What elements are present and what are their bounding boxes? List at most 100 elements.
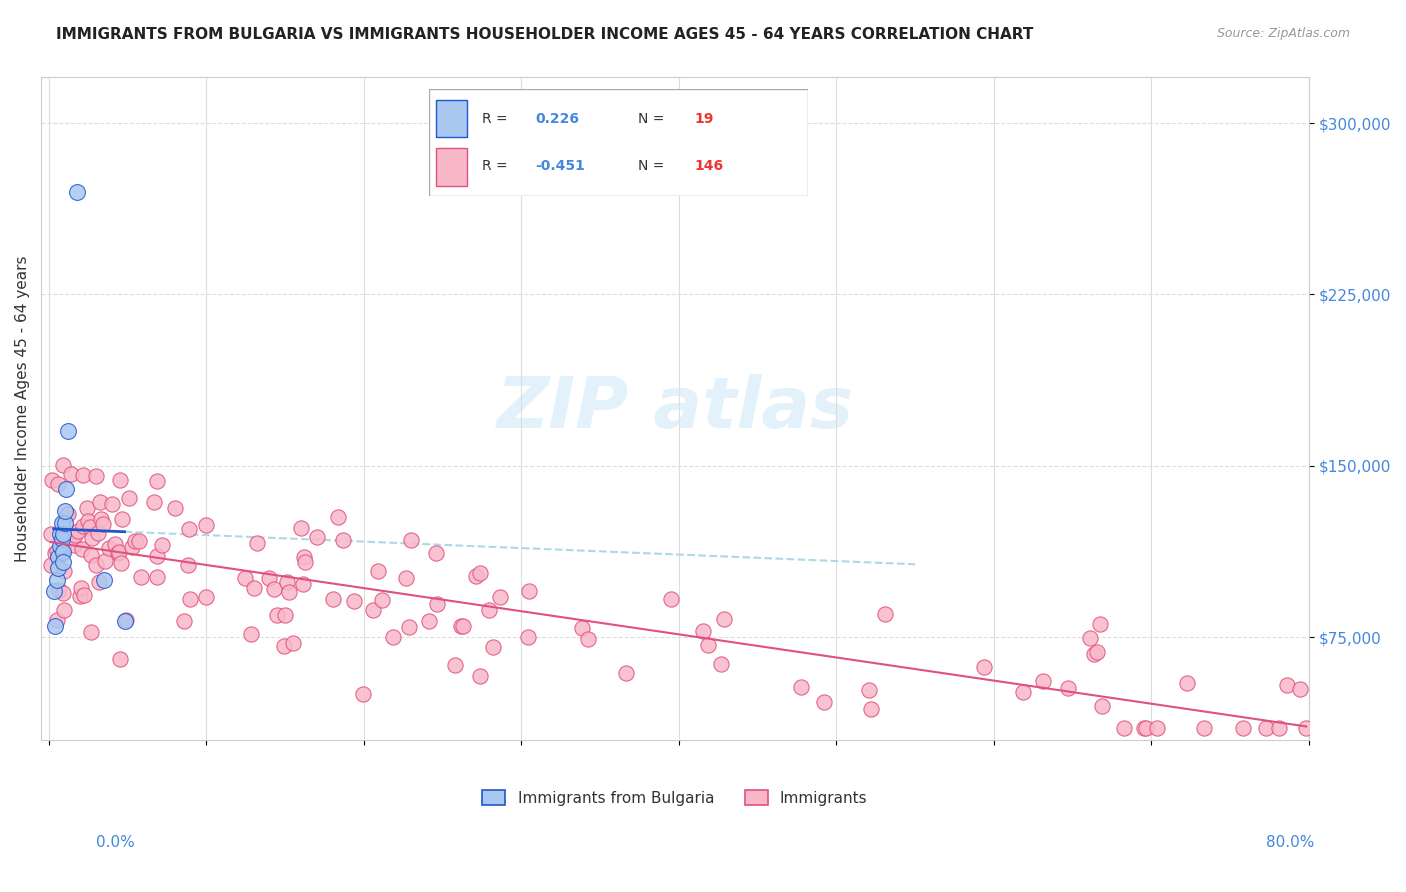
Text: -0.451: -0.451 [536, 160, 585, 173]
Point [93, 554, 115, 568]
Point [245, 535, 267, 549]
Point [195, 518, 218, 533]
Point [80, 624, 103, 639]
Point [464, 569, 486, 583]
Point [858, 683, 880, 698]
Point [52, 585, 75, 599]
Point [111, 512, 134, 526]
Point [292, 576, 315, 591]
Point [51, 545, 73, 559]
Point [53, 564, 76, 578]
Point [1011, 685, 1033, 699]
Text: 0.226: 0.226 [536, 112, 579, 126]
Point [107, 546, 129, 560]
Point [381, 631, 404, 645]
Point [55, 507, 77, 521]
Point [399, 533, 422, 547]
Point [142, 495, 165, 509]
Point [257, 571, 280, 585]
Point [1175, 676, 1198, 690]
Point [56, 508, 79, 522]
Point [104, 537, 127, 551]
Point [692, 624, 714, 638]
Point [145, 474, 167, 488]
Point [517, 584, 540, 599]
Point [52, 555, 75, 569]
Point [290, 521, 312, 535]
Point [860, 702, 883, 716]
Point [1192, 722, 1215, 736]
Y-axis label: Householder Income Ages 45 - 64 years: Householder Income Ages 45 - 64 years [15, 255, 30, 562]
Point [48, 550, 70, 565]
Point [87, 526, 110, 541]
Point [72, 519, 94, 533]
Point [93, 573, 115, 587]
Point [56, 531, 79, 545]
Point [1088, 617, 1111, 632]
Point [80, 548, 103, 562]
Point [46, 544, 69, 558]
Point [233, 571, 256, 585]
Point [173, 615, 195, 629]
Point [281, 636, 304, 650]
Point [263, 582, 285, 596]
Point [70, 542, 93, 557]
Point [69, 589, 91, 603]
Point [1112, 722, 1135, 736]
Point [195, 591, 218, 605]
Point [470, 669, 492, 683]
Point [51, 532, 73, 546]
Point [52, 540, 75, 554]
Point [813, 695, 835, 709]
Point [51, 516, 73, 530]
Point [482, 640, 505, 654]
Point [307, 530, 329, 544]
Point [1268, 722, 1291, 736]
Point [118, 491, 141, 505]
Point [146, 549, 169, 564]
Point [516, 630, 538, 644]
Point [1091, 699, 1114, 714]
Point [66, 185, 89, 199]
Point [39, 558, 62, 573]
Point [576, 632, 599, 646]
Text: N =: N = [638, 160, 664, 173]
FancyBboxPatch shape [429, 89, 808, 196]
Point [53, 516, 76, 530]
Point [42, 584, 65, 599]
FancyBboxPatch shape [436, 148, 467, 186]
Point [91, 516, 114, 531]
Point [875, 607, 897, 622]
Point [273, 639, 295, 653]
Point [97, 541, 120, 555]
Point [53, 504, 76, 518]
Point [79, 519, 101, 533]
Point [1133, 722, 1156, 736]
Point [62, 528, 84, 542]
Point [973, 660, 995, 674]
Text: 80.0%: 80.0% [1267, 836, 1315, 850]
Point [614, 666, 637, 681]
Point [84, 468, 107, 483]
Point [1056, 681, 1078, 695]
Point [52, 527, 75, 541]
Point [276, 574, 298, 589]
Point [48, 561, 70, 575]
Point [72, 468, 94, 483]
Point [39, 527, 62, 541]
Text: N =: N = [638, 112, 664, 126]
Point [713, 612, 735, 626]
Point [179, 592, 201, 607]
Point [70, 581, 93, 595]
Text: 0.0%: 0.0% [96, 836, 135, 850]
Point [1289, 682, 1312, 697]
Point [470, 566, 492, 580]
Point [76, 500, 98, 515]
Point [367, 564, 389, 578]
Point [395, 571, 418, 585]
Point [45, 573, 67, 587]
Point [425, 546, 447, 560]
Point [418, 614, 440, 628]
Point [571, 621, 593, 635]
Point [1232, 722, 1254, 736]
